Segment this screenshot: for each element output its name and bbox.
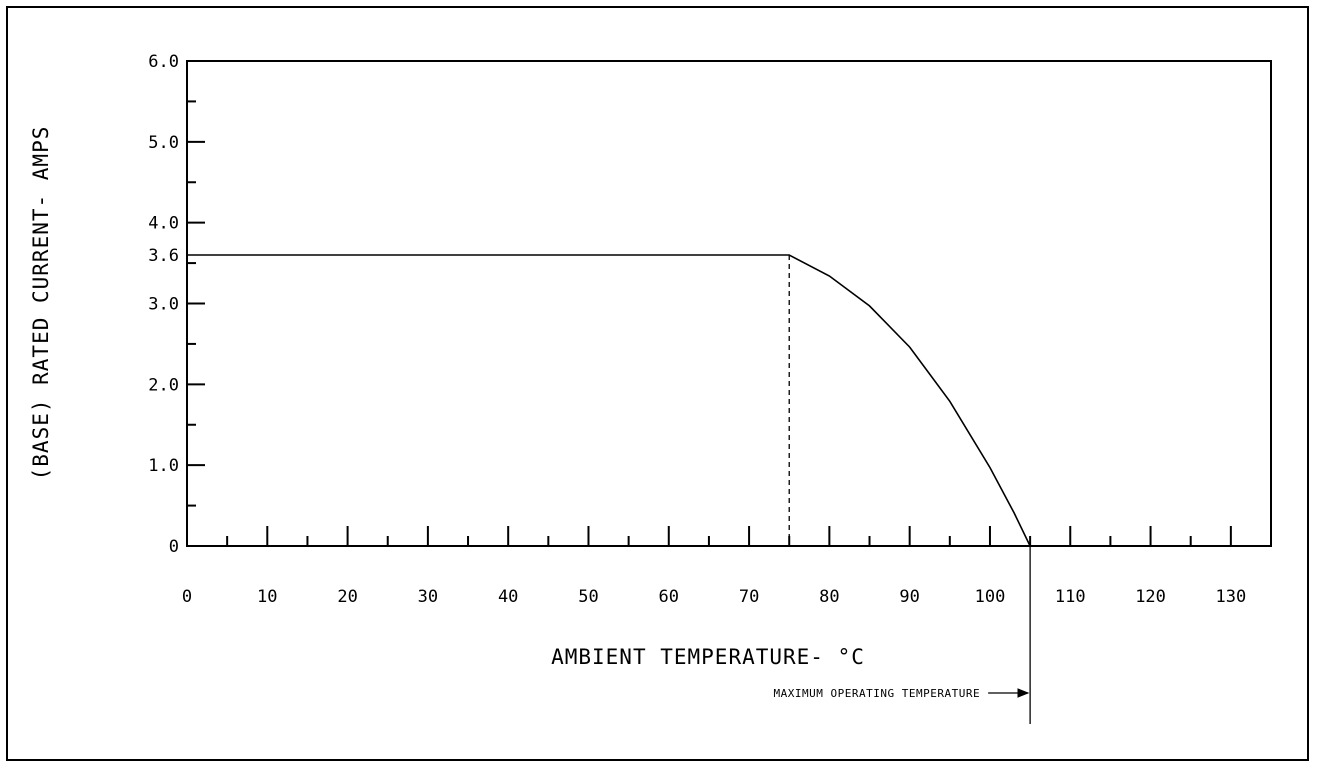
y-tick-label: 3.0 [148,295,179,315]
x-tick-label: 70 [739,587,759,607]
x-tick-label: 130 [1215,587,1246,607]
chart-frame [6,6,1309,761]
y-axis-title: (BASE) RATED CURRENT- AMPS [29,126,53,481]
x-tick-label: 110 [1055,587,1086,607]
x-tick-label: 120 [1135,587,1166,607]
x-tick-label: 80 [819,587,839,607]
x-tick-label: 20 [337,587,357,607]
x-axis-title: AMBIENT TEMPERATURE- °C [551,645,865,669]
x-tick-label: 90 [899,587,919,607]
y-tick-label: 2.0 [148,375,179,395]
x-tick-label: 60 [659,587,679,607]
x-tick-label: 30 [418,587,438,607]
derating-curve [187,254,1031,547]
x-tick-label: 50 [578,587,598,607]
y-marked-value-label: 3.6 [148,246,179,266]
y-tick-label: 1.0 [148,456,179,476]
y-tick-label: 5.0 [148,133,179,153]
x-tick-label: 40 [498,587,518,607]
x-tick-label: 0 [182,587,192,607]
plot-area [186,60,1272,547]
max-temperature-annotation: MAXIMUM OPERATING TEMPERATURE [774,687,981,700]
x-tick-label: 10 [257,587,277,607]
y-tick-label: 4.0 [148,214,179,234]
x-tick-label: 100 [975,587,1006,607]
y-tick-label: 6.0 [148,52,179,72]
y-tick-label: 0 [169,537,179,557]
